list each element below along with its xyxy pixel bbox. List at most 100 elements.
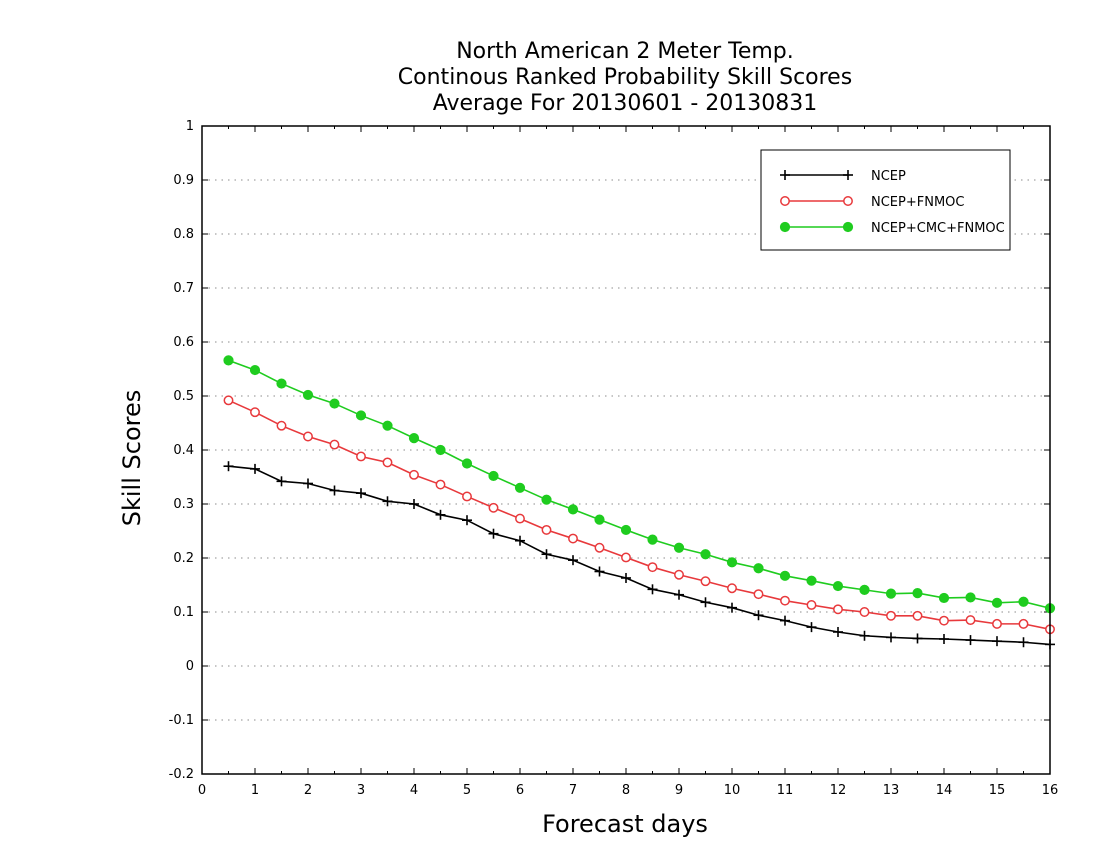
y-tick-label: 0.3	[173, 497, 194, 512]
data-point-ncep	[276, 476, 287, 487]
legend-marker	[843, 196, 853, 206]
data-point-ncep-cmc-fnmoc	[541, 494, 552, 505]
legend-label: NCEP+FNMOC	[871, 195, 964, 210]
title-line-1: North American 2 Meter Temp.	[456, 39, 794, 64]
y-tick-label: 0.5	[173, 389, 194, 404]
x-tick-label: 15	[989, 783, 1006, 798]
data-point-ncep-fnmoc	[965, 615, 976, 626]
data-point-ncep-fnmoc	[515, 513, 525, 524]
data-point-ncep	[727, 602, 737, 613]
data-point-ncep	[753, 610, 764, 621]
series-ncep-cmc-fnmoc	[223, 355, 1056, 614]
data-point-ncep	[700, 597, 711, 608]
data-point-ncep-cmc-fnmoc	[567, 504, 579, 515]
data-point-ncep	[1018, 637, 1029, 648]
data-point-ncep-fnmoc	[462, 491, 472, 502]
x-tick-label: 7	[569, 783, 577, 798]
data-point-ncep	[886, 632, 896, 643]
data-point-ncep-cmc-fnmoc	[488, 470, 499, 482]
data-point-ncep	[939, 634, 949, 644]
data-point-ncep-fnmoc	[886, 610, 896, 621]
data-point-ncep	[250, 463, 260, 474]
data-point-ncep-fnmoc	[223, 395, 234, 406]
data-point-ncep-cmc-fnmoc	[938, 592, 950, 604]
data-point-ncep-cmc-fnmoc	[302, 389, 314, 401]
y-tick-label: 0.2	[173, 551, 194, 566]
data-point-ncep	[515, 535, 525, 546]
data-point-ncep-fnmoc	[621, 552, 631, 563]
y-tick-label: 0.8	[173, 227, 194, 242]
data-point-ncep-fnmoc	[568, 533, 578, 544]
data-point-ncep-cmc-fnmoc	[832, 580, 844, 592]
data-point-ncep-fnmoc	[806, 600, 817, 610]
data-point-ncep-cmc-fnmoc	[620, 524, 632, 536]
data-point-ncep	[462, 515, 472, 526]
legend-marker	[842, 221, 854, 233]
data-point-ncep-cmc-fnmoc	[779, 570, 791, 581]
data-point-ncep-cmc-fnmoc	[355, 410, 367, 421]
data-point-ncep	[647, 584, 658, 595]
data-point-ncep	[303, 478, 313, 489]
data-point-ncep-fnmoc	[594, 542, 605, 553]
data-point-ncep-fnmoc	[912, 610, 923, 621]
data-point-ncep-cmc-fnmoc	[329, 398, 340, 409]
data-point-ncep-fnmoc	[1018, 618, 1029, 629]
data-point-ncep-cmc-fnmoc	[276, 378, 287, 389]
chart-title: North American 2 Meter Temp. Continous R…	[398, 39, 852, 116]
data-point-ncep-fnmoc	[753, 589, 764, 600]
data-point-ncep-fnmoc	[356, 451, 366, 462]
data-point-ncep	[488, 528, 499, 539]
data-point-ncep-cmc-fnmoc	[223, 355, 234, 366]
x-tick-label: 3	[357, 783, 365, 798]
series-ncep-fnmoc	[223, 395, 1055, 635]
data-point-ncep	[409, 499, 419, 509]
legend: NCEP NCEP+FNMOC NCEP+CMC+FNMOC	[760, 149, 1011, 251]
data-point-ncep-fnmoc	[329, 439, 340, 450]
data-point-ncep	[382, 496, 393, 507]
data-point-ncep-fnmoc	[382, 457, 393, 468]
data-point-ncep-fnmoc	[859, 607, 870, 617]
data-point-ncep	[859, 630, 870, 641]
data-point-ncep	[992, 636, 1002, 647]
x-tick-label: 13	[883, 783, 900, 798]
data-point-ncep-cmc-fnmoc	[647, 534, 658, 545]
data-point-ncep-cmc-fnmoc	[514, 482, 526, 493]
data-point-ncep	[541, 549, 552, 560]
data-point-ncep	[621, 572, 631, 583]
legend-item-ncep: NCEP	[780, 169, 906, 184]
y-tick-label: 0.7	[173, 281, 194, 296]
data-point-ncep-fnmoc	[435, 479, 446, 490]
x-tick-label: 4	[410, 783, 418, 798]
axis-ticks: -0.2-0.100.10.20.30.40.50.60.70.80.910 1 2…	[169, 119, 1059, 798]
y-tick-label: -0.1	[169, 713, 194, 728]
data-point-ncep-cmc-fnmoc	[594, 514, 605, 525]
data-point-ncep	[780, 615, 790, 626]
x-tick-label: 12	[830, 783, 847, 798]
data-point-ncep-fnmoc	[647, 562, 658, 573]
data-point-ncep	[674, 589, 684, 600]
data-point-ncep-fnmoc	[674, 569, 684, 580]
x-axis-label: Forecast days	[542, 810, 708, 838]
data-point-ncep-fnmoc	[727, 583, 737, 594]
data-point-ncep-fnmoc	[700, 576, 711, 587]
data-point-ncep-fnmoc	[992, 618, 1002, 629]
data-point-ncep-fnmoc	[276, 420, 287, 431]
y-tick-label: -0.2	[169, 767, 194, 782]
data-point-ncep	[594, 566, 605, 577]
title-line-3: Average For 20130601 - 20130831	[433, 91, 818, 116]
y-tick-label: 1	[186, 119, 194, 134]
data-point-ncep-cmc-fnmoc	[859, 584, 870, 595]
plot-frame	[201, 125, 1051, 775]
data-point-ncep-fnmoc	[780, 595, 790, 606]
legend-marker	[780, 196, 790, 206]
x-tick-label: 11	[777, 783, 794, 798]
data-point-ncep-cmc-fnmoc	[435, 444, 446, 456]
data-point-ncep-cmc-fnmoc	[1018, 596, 1029, 607]
series-line-ncep-cmc-fnmoc	[228, 359, 1051, 609]
data-point-ncep-cmc-fnmoc	[885, 588, 897, 599]
data-point-ncep-cmc-fnmoc	[806, 575, 817, 586]
series-ncep	[223, 461, 1055, 650]
legend-label: NCEP	[871, 169, 906, 184]
data-point-ncep	[329, 485, 340, 496]
